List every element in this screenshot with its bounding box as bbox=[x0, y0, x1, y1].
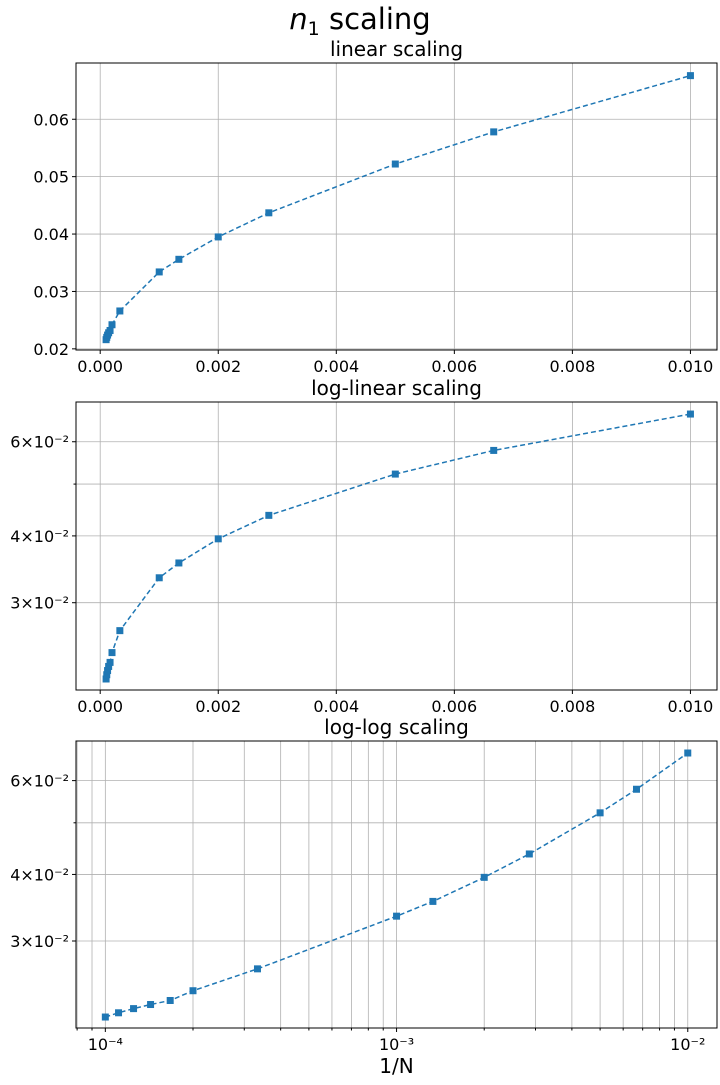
data-point bbox=[490, 446, 498, 454]
data-point bbox=[175, 559, 183, 567]
data-point bbox=[684, 749, 692, 757]
data-point bbox=[108, 321, 116, 329]
data-point bbox=[480, 873, 488, 881]
data-point bbox=[155, 574, 163, 582]
series-line bbox=[105, 413, 691, 680]
subplot-3: 10⁻⁴ 10⁻³ 10⁻² 3×10⁻² 4×10⁻² 6×10⁻² log-log sc… bbox=[10, 715, 718, 1078]
data-point bbox=[214, 233, 222, 241]
x-tick-label: 0.006 bbox=[431, 697, 477, 716]
data-point bbox=[265, 209, 273, 217]
data-point bbox=[253, 965, 261, 973]
data-point bbox=[106, 326, 114, 334]
x-tick-label: 0.008 bbox=[549, 697, 595, 716]
figure-title: n1 scaling bbox=[289, 2, 430, 40]
data-point bbox=[130, 1005, 138, 1013]
x-axis-label: 1/N bbox=[379, 1054, 413, 1078]
data-point bbox=[686, 410, 694, 418]
y-tick-label: 6×10⁻² bbox=[10, 433, 69, 452]
data-point bbox=[265, 511, 273, 519]
data-point bbox=[391, 160, 399, 168]
subplot-title: linear scaling bbox=[330, 37, 463, 61]
y-tick-label: 0.02 bbox=[33, 340, 69, 359]
subplot-title: log-log scaling bbox=[324, 715, 469, 739]
axes-frame bbox=[75, 62, 718, 351]
x-tick-label: 10⁻² bbox=[670, 1035, 705, 1054]
y-tick-label: 6×10⁻² bbox=[10, 772, 69, 791]
data-point bbox=[214, 535, 222, 543]
data-point bbox=[116, 307, 124, 315]
data-point bbox=[391, 470, 399, 478]
y-tick-label: 4×10⁻² bbox=[10, 527, 69, 546]
data-point bbox=[525, 850, 533, 858]
x-tick-label: 0.000 bbox=[77, 697, 123, 716]
data-point bbox=[116, 627, 124, 635]
series-line bbox=[105, 74, 691, 340]
x-tick-label: 0.006 bbox=[431, 357, 477, 376]
x-tick-label: 0.004 bbox=[313, 697, 359, 716]
x-tick-label: 0.010 bbox=[668, 697, 714, 716]
data-point bbox=[155, 268, 163, 276]
subplot-title: log-linear scaling bbox=[311, 376, 482, 400]
data-point bbox=[175, 255, 183, 263]
y-tick-label: 4×10⁻² bbox=[10, 865, 69, 884]
y-tick-label: 3×10⁻² bbox=[10, 932, 69, 951]
figure-title-rest: scaling bbox=[320, 2, 431, 36]
data-point bbox=[393, 912, 401, 920]
figure-title-n: n bbox=[289, 2, 307, 36]
axes-frame bbox=[75, 740, 718, 1029]
x-tick-label: 0.004 bbox=[313, 357, 359, 376]
y-tick-label: 0.03 bbox=[33, 282, 69, 301]
y-tick-label: 0.06 bbox=[33, 110, 69, 129]
x-tick-label: 0.000 bbox=[77, 357, 123, 376]
data-point bbox=[189, 987, 197, 995]
data-point bbox=[166, 996, 174, 1004]
data-point bbox=[490, 128, 498, 136]
subplot-1: 0.000 0.002 0.004 0.006 0.008 0.010 0.02 0.03 0.… bbox=[33, 37, 718, 376]
x-tick-label: 0.010 bbox=[668, 357, 714, 376]
data-point bbox=[147, 1001, 155, 1009]
x-tick-label: 0.002 bbox=[195, 697, 241, 716]
data-point bbox=[596, 809, 604, 817]
data-point bbox=[429, 897, 437, 905]
data-point bbox=[104, 667, 112, 675]
data-point bbox=[632, 785, 640, 793]
data-point bbox=[105, 662, 113, 670]
x-tick-label: 0.008 bbox=[549, 357, 595, 376]
x-tick-label: 10⁻³ bbox=[379, 1035, 414, 1054]
y-tick-label: 0.04 bbox=[33, 225, 69, 244]
x-tick-label: 0.002 bbox=[195, 357, 241, 376]
data-point bbox=[106, 658, 114, 666]
y-tick-label: 3×10⁻² bbox=[10, 594, 69, 613]
data-point bbox=[102, 675, 110, 683]
figure-title-subscript: 1 bbox=[308, 18, 320, 40]
data-point bbox=[115, 1009, 123, 1017]
data-point bbox=[108, 649, 116, 657]
data-point bbox=[103, 671, 111, 679]
data-point bbox=[101, 1013, 109, 1021]
data-point bbox=[686, 72, 694, 80]
x-tick-label: 10⁻⁴ bbox=[88, 1035, 123, 1054]
y-tick-label: 0.05 bbox=[33, 168, 69, 187]
subplot-2: 0.000 0.002 0.004 0.006 0.008 0.010 3×10⁻² 4×10… bbox=[10, 376, 718, 716]
axes-frame bbox=[75, 401, 718, 691]
